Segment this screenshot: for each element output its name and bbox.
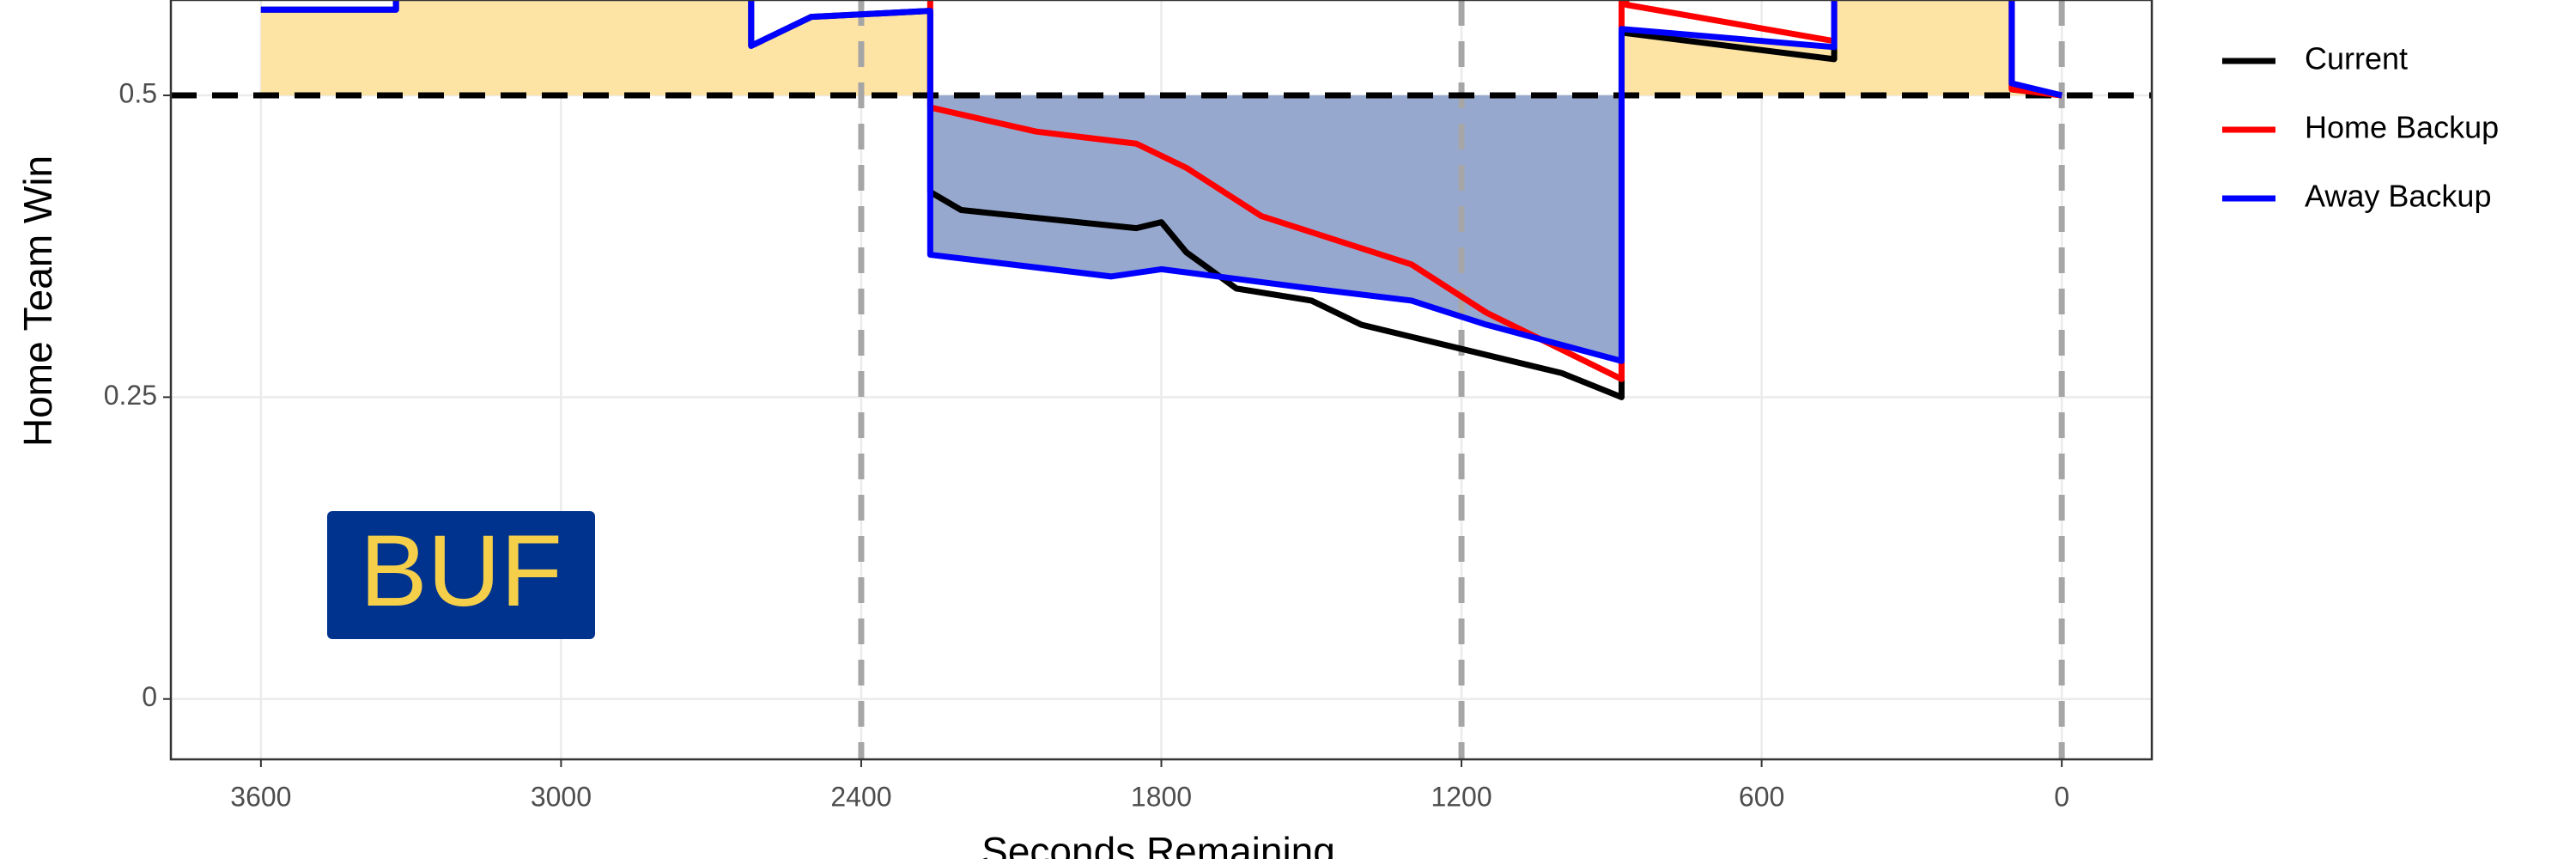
legend-label: Current xyxy=(2305,41,2408,76)
x-tick-label: 3000 xyxy=(531,781,592,812)
legend-label: Away Backup xyxy=(2305,179,2491,214)
area-fill xyxy=(930,95,1622,362)
fill-above xyxy=(260,0,2063,96)
series-line xyxy=(927,0,2063,382)
annotation-box xyxy=(327,511,595,639)
series-line xyxy=(260,0,2063,364)
fill-below xyxy=(930,95,1622,362)
legend-label: Home Backup xyxy=(2305,110,2499,145)
x-tick-label: 600 xyxy=(1739,781,1784,812)
y-tick-label: 0.5 xyxy=(119,77,157,108)
y-tick-label: 0 xyxy=(142,681,157,712)
annotation: BUF xyxy=(360,515,562,628)
x-tick-label: 0 xyxy=(2054,781,2069,812)
x-axis-label: Seconds Remaining xyxy=(981,829,1335,859)
area-fill xyxy=(260,0,2063,96)
y-axis-label: Home Team Win xyxy=(15,155,60,447)
plot-area xyxy=(171,0,2152,759)
y-tick-label: 0.25 xyxy=(104,380,157,411)
x-tick-label: 2400 xyxy=(830,781,891,812)
panel-border xyxy=(169,0,2154,761)
x-tick-label: 3600 xyxy=(230,781,291,812)
x-tick-label: 1200 xyxy=(1431,781,1492,812)
x-tick-label: 1800 xyxy=(1131,781,1192,812)
